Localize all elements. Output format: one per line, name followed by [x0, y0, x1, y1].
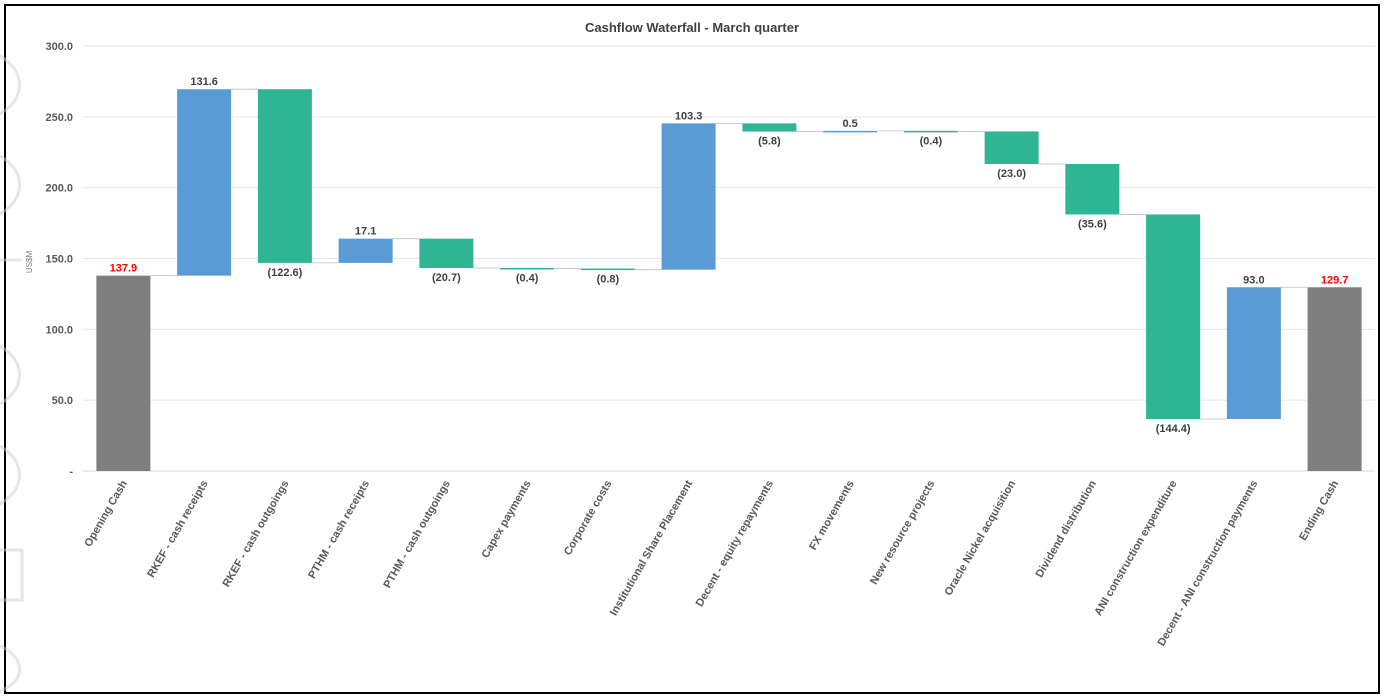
data-label: (0.8)	[597, 274, 620, 286]
data-label: (5.8)	[758, 136, 781, 148]
x-tick-label: PTHM - cash receipts	[306, 479, 372, 581]
y-tick-label: 100.0	[45, 324, 73, 336]
bars	[96, 89, 1362, 471]
bar-decrease	[742, 123, 797, 132]
bar-total	[1307, 287, 1362, 471]
y-tick-label: 200.0	[45, 183, 73, 195]
y-tick-label: 150.0	[45, 254, 73, 266]
bar-increase	[823, 130, 878, 133]
data-label: (144.4)	[1156, 423, 1191, 435]
y-tick-label: 250.0	[45, 112, 73, 124]
bar-decrease	[1065, 164, 1120, 215]
chart-title: Cashflow Waterfall - March quarter	[585, 20, 799, 35]
x-axis-ticks: Opening Cash RKEF - cash receipts RKEF - c…	[82, 478, 1341, 648]
x-tick-label: Decent - ANI construction payments	[1156, 479, 1261, 649]
bar-increase	[338, 238, 393, 263]
y-tick-label: 300.0	[45, 41, 73, 53]
data-label: (23.0)	[997, 168, 1026, 180]
data-label: (122.6)	[267, 267, 302, 279]
bar-increase	[661, 123, 716, 270]
data-label: 17.1	[355, 226, 376, 238]
data-label: 129.7	[1321, 274, 1349, 286]
data-label: (20.7)	[432, 272, 461, 284]
x-tick-label: New resource projects	[868, 479, 937, 587]
data-label: 137.9	[110, 263, 138, 275]
x-tick-label: PTHM - cash outgoings	[381, 479, 453, 591]
data-label: 93.0	[1243, 274, 1264, 286]
connector-lines	[150, 88, 1308, 420]
data-label: (35.6)	[1078, 218, 1107, 230]
bar-decrease	[257, 89, 312, 263]
y-axis-ticks: - 50.0 100.0 150.0 200.0 250.0 300.0	[45, 41, 73, 478]
watermark-logo-icon	[0, 54, 24, 693]
x-tick-label: RKEF - cash outgoings	[221, 479, 292, 590]
data-label: 103.3	[675, 110, 703, 122]
x-tick-label: Corporate costs	[562, 479, 615, 558]
bar-decrease	[419, 238, 474, 268]
x-tick-label: ANI construction expenditure	[1092, 479, 1179, 618]
y-axis-label: US$M	[25, 251, 34, 274]
bar-decrease	[580, 268, 635, 271]
bar-total	[96, 275, 151, 471]
bar-increase	[177, 89, 232, 276]
bar-decrease	[1146, 214, 1201, 420]
x-tick-label: Institutional Share Placement	[608, 478, 696, 618]
data-labels: 137.9 131.6 (122.6) 17.1 (20.7) (0.4) (0.8) 103…	[110, 76, 1349, 435]
x-tick-label: Opening Cash	[82, 478, 130, 549]
x-tick-label: Decent - equity repayments	[694, 479, 776, 609]
x-tick-label: RKEF - cash receipts	[145, 479, 210, 580]
x-tick-label: FX movements	[807, 479, 857, 553]
data-label: (0.4)	[920, 135, 943, 147]
x-tick-label: Oracle Nickel acquisition	[942, 478, 1018, 598]
bar-decrease	[903, 130, 958, 133]
bar-increase	[1226, 287, 1281, 420]
data-label: 131.6	[190, 76, 218, 88]
x-tick-label: Capex payments	[480, 479, 534, 561]
y-tick-label: 50.0	[52, 395, 73, 407]
data-label: 0.5	[842, 118, 857, 130]
bar-decrease	[500, 267, 555, 270]
bar-decrease	[984, 131, 1039, 165]
y-tick-label: -	[69, 466, 73, 478]
data-label: (0.4)	[516, 273, 539, 285]
x-tick-label: Dividend distribution	[1034, 478, 1100, 580]
x-tick-label: Ending Cash	[1297, 478, 1341, 542]
